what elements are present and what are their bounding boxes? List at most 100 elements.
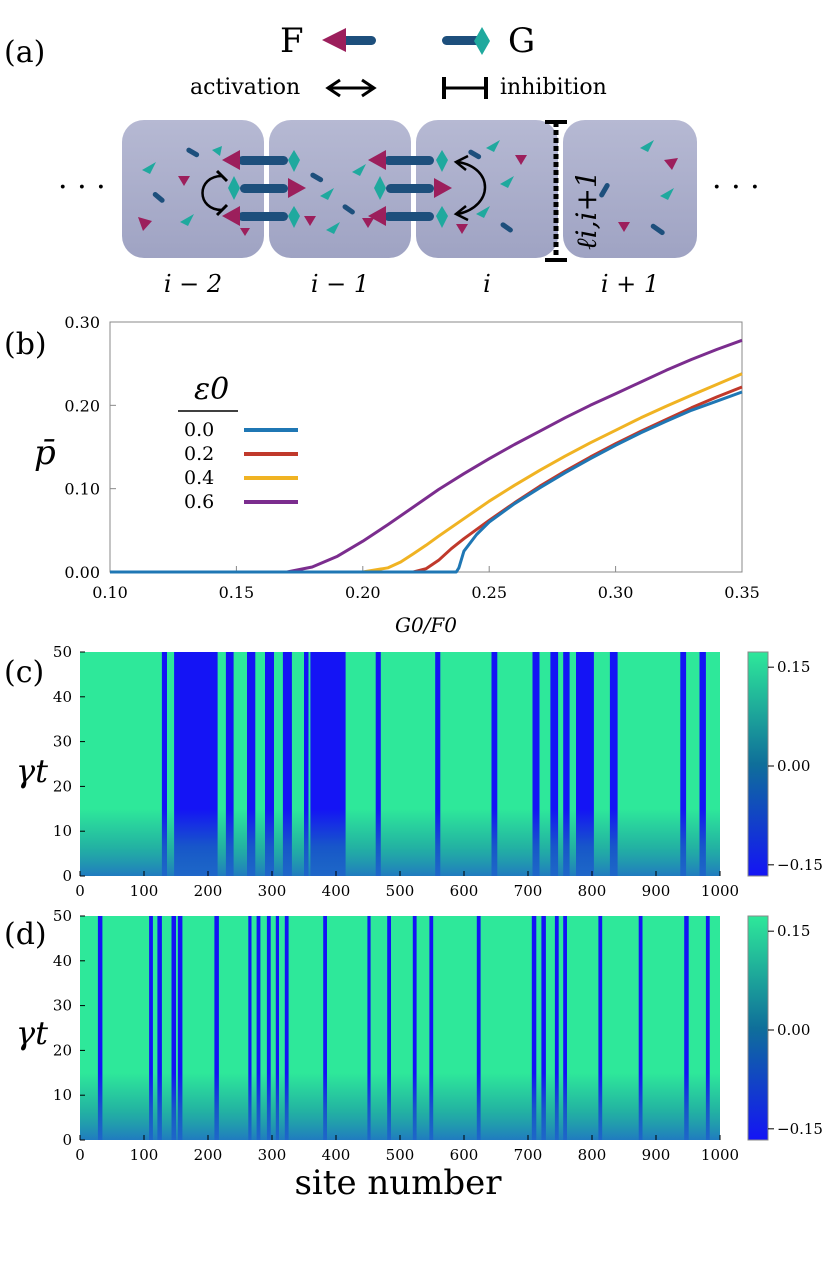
x-tick-label-b: 0.10 bbox=[92, 583, 128, 602]
heatmap-transient-region bbox=[80, 808, 720, 876]
y-tick-label: 40 bbox=[53, 952, 72, 970]
heatmap-low-band bbox=[550, 652, 559, 876]
x-tick-label: 800 bbox=[578, 1146, 607, 1164]
x-tick-label-b: 0.20 bbox=[345, 583, 381, 602]
y-tick-label-b: 0.00 bbox=[64, 563, 100, 582]
legend-f-icon bbox=[322, 28, 376, 52]
y-tick-label: 50 bbox=[53, 907, 72, 925]
x-tick-label: 700 bbox=[514, 1146, 543, 1164]
heatmap-low-band bbox=[367, 916, 371, 1140]
heatmap-low-band bbox=[476, 916, 481, 1140]
x-axis-label-b: G0/F0 bbox=[395, 613, 457, 637]
heatmap-low-band bbox=[598, 916, 603, 1140]
colorbar-tick-label: −0.15 bbox=[777, 856, 823, 874]
heatmap-low-band bbox=[680, 652, 687, 876]
heatmap-low-band bbox=[247, 652, 256, 876]
y-tick-label: 50 bbox=[53, 643, 72, 661]
x-tick-label: 200 bbox=[194, 882, 223, 900]
x-tick-label-b: 0.35 bbox=[724, 583, 760, 602]
colorbar-c bbox=[747, 651, 769, 877]
panel-d-heatmap: (d) γt 0 100 200 300 400 500 600 700 800 900 10000… bbox=[4, 907, 823, 1203]
heatmap-low-band bbox=[214, 916, 219, 1140]
y-tick-label-b: 0.10 bbox=[64, 480, 100, 499]
y-tick-label: 20 bbox=[53, 777, 72, 795]
heatmap-low-band bbox=[282, 652, 292, 876]
legend-b: ε0 0.00.20.40.6 bbox=[178, 372, 298, 513]
heatmap-low-band bbox=[161, 652, 167, 876]
heatmap-low-band bbox=[429, 916, 434, 1140]
right-ellipsis: · · · bbox=[712, 170, 760, 205]
cell-label-i: i bbox=[483, 270, 491, 298]
heatmap-low-band bbox=[412, 916, 417, 1140]
series-line-0.6 bbox=[110, 338, 743, 574]
x-tick-label: 600 bbox=[450, 1146, 479, 1164]
x-tick-label: 300 bbox=[258, 882, 287, 900]
legend-g-icon bbox=[442, 27, 490, 55]
y-tick-label: 40 bbox=[53, 688, 72, 706]
scattered-molecules bbox=[138, 140, 678, 236]
x-tick-label: 1000 bbox=[701, 1146, 739, 1164]
heatmap-low-band bbox=[638, 916, 643, 1140]
inhibition-arc-icon bbox=[201, 169, 229, 217]
cell-i-minus-1 bbox=[269, 120, 411, 258]
y-tick-label-b: 0.30 bbox=[64, 313, 100, 332]
x-tick-label: 300 bbox=[258, 1146, 287, 1164]
heatmap-low-band bbox=[531, 916, 537, 1140]
heatmap-low-band bbox=[435, 652, 441, 876]
x-tick-label: 0 bbox=[75, 1146, 85, 1164]
x-tick-label: 200 bbox=[194, 1146, 223, 1164]
x-tick-label: 400 bbox=[322, 882, 351, 900]
panel-a-schematic: (a) F G activation inhibition · · · · · … bbox=[4, 21, 760, 298]
heatmap-low-band bbox=[171, 916, 176, 1140]
cell-i-plus-1 bbox=[563, 120, 697, 258]
heatmap-low-band bbox=[375, 652, 381, 876]
bonded-complexes bbox=[222, 150, 452, 228]
x-tick-label: 100 bbox=[130, 882, 159, 900]
x-tick-label: 600 bbox=[450, 882, 479, 900]
x-tick-label: 1000 bbox=[701, 882, 739, 900]
heatmap-low-band bbox=[387, 916, 391, 1140]
x-tick-label: 500 bbox=[386, 1146, 415, 1164]
heatmap-low-band bbox=[275, 916, 279, 1140]
heatmap-low-band bbox=[177, 916, 183, 1140]
colorbar-tick-label: −0.15 bbox=[777, 1120, 823, 1138]
colorbar-d bbox=[747, 915, 769, 1141]
panel-c-heatmap: (c) γt 0 100 200 300 400 500 600 700 800 900 10000… bbox=[4, 643, 823, 900]
heatmap-low-band bbox=[323, 916, 327, 1140]
colorbar-tick-label: 0.00 bbox=[777, 1021, 810, 1039]
x-axis-label-d: site number bbox=[294, 1163, 502, 1203]
heatmap-low-band bbox=[684, 916, 689, 1140]
legend-title: ε0 bbox=[194, 372, 229, 407]
y-tick-label: 0 bbox=[62, 1131, 72, 1149]
cell-label-i-plus-1: i + 1 bbox=[601, 270, 659, 298]
x-tick-label-b: 0.15 bbox=[219, 583, 255, 602]
y-tick-label-b: 0.20 bbox=[64, 396, 100, 415]
series-line-0.0 bbox=[110, 390, 743, 574]
panel-a-label: (a) bbox=[4, 35, 45, 70]
heatmap-low-band bbox=[563, 652, 570, 876]
panel-c-label: (c) bbox=[4, 655, 44, 690]
heatmap-low-band bbox=[248, 916, 252, 1140]
heatmap-low-band bbox=[265, 652, 274, 876]
heatmap-low-band bbox=[149, 916, 153, 1140]
cell-label-i-minus-1: i − 1 bbox=[311, 270, 369, 298]
panel-b-line-chart: (b) 0.10 0.15 0.20 0.25 0.30 0.350.000.100.20… bbox=[4, 313, 760, 637]
cell-i bbox=[416, 120, 558, 258]
y-axis-label-d: γt bbox=[16, 1014, 48, 1052]
x-tick-label: 0 bbox=[75, 882, 85, 900]
colorbar-tick-label: 0.15 bbox=[777, 922, 810, 940]
heatmap-low-band bbox=[491, 652, 498, 876]
heatmap-low-band bbox=[541, 916, 546, 1140]
x-tick-label: 100 bbox=[130, 1146, 159, 1164]
colorbar-tick-label: 0.00 bbox=[777, 757, 810, 775]
x-tick-label-b: 0.30 bbox=[598, 583, 634, 602]
legend-f-label: F bbox=[280, 21, 304, 61]
panel-b-label: (b) bbox=[4, 327, 47, 362]
x-tick-label-b: 0.25 bbox=[471, 583, 507, 602]
legend-entry-label: 0.6 bbox=[184, 491, 214, 513]
x-tick-label: 800 bbox=[578, 882, 607, 900]
heatmap-low-band bbox=[304, 652, 309, 876]
link-inhibition-bar bbox=[545, 120, 567, 262]
x-tick-label: 400 bbox=[322, 1146, 351, 1164]
